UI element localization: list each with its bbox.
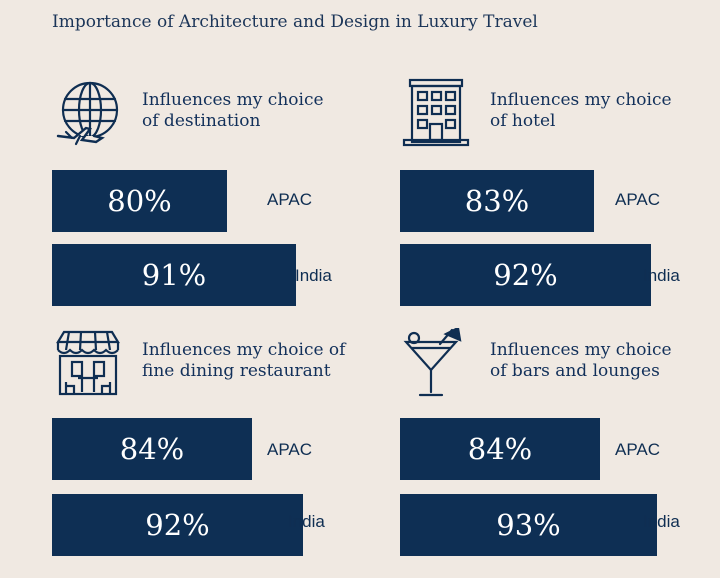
restaurant-storefront-icon (52, 328, 124, 400)
chart-panel-destination: Influences my choice of destination 80% … (52, 78, 397, 328)
hotel-building-icon (400, 78, 472, 150)
panel-heading: Influences my choice of fine dining rest… (142, 340, 345, 382)
cocktail-glass-icon (400, 326, 472, 400)
page-title: Importance of Architecture and Design in… (52, 12, 538, 32)
bar-apac: 80% (52, 170, 227, 232)
heading-line: fine dining restaurant (142, 361, 331, 381)
bar-india: 92% (52, 494, 303, 556)
category-label-apac: APAC (615, 440, 661, 459)
bar-apac: 84% (400, 418, 600, 480)
bar-india: 92% (400, 244, 651, 306)
category-label-india: India (643, 266, 680, 285)
heading-line: Influences my choice of (142, 340, 346, 360)
heading-line: Influences my choice (490, 340, 672, 360)
globe-plane-icon (52, 78, 124, 150)
chart-panel-hotel: Influences my choice of hotel 83% APAC 9… (400, 78, 720, 328)
panel-heading: Influences my choice of destination (142, 90, 324, 132)
panel-heading: Influences my choice of bars and lounges (490, 340, 672, 382)
bar-apac: 84% (52, 418, 252, 480)
category-label-india: India (295, 266, 332, 285)
heading-line: Influences my choice (142, 90, 324, 110)
category-label-india: India (288, 512, 325, 531)
panel-heading: Influences my choice of hotel (490, 90, 672, 132)
bar-india: 93% (400, 494, 657, 556)
bar-apac: 83% (400, 170, 594, 232)
heading-line: of destination (142, 111, 261, 131)
heading-line: of bars and lounges (490, 361, 660, 381)
heading-line: Influences my choice (490, 90, 672, 110)
category-label-india: India (643, 512, 680, 531)
chart-panel-fine-dining: Influences my choice of fine dining rest… (52, 328, 397, 578)
category-label-apac: APAC (267, 440, 313, 459)
chart-panel-bars-lounges: Influences my choice of bars and lounges… (400, 326, 720, 578)
category-label-apac: APAC (615, 190, 661, 209)
category-label-apac: APAC (267, 190, 313, 209)
heading-line: of hotel (490, 111, 556, 131)
bar-india: 91% (52, 244, 296, 306)
